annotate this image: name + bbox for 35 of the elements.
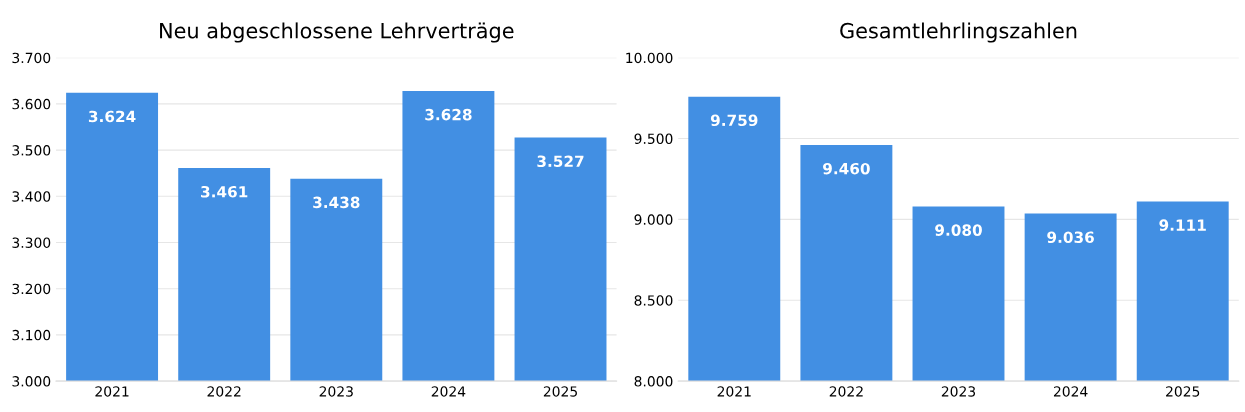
x-tick-label: 2024 — [1053, 386, 1088, 397]
x-tick-label: 2021 — [717, 386, 751, 397]
x-tick-label: 2021 — [95, 386, 129, 397]
y-tick-label: 10.000 — [626, 52, 673, 64]
x-tick-label: 2024 — [431, 386, 466, 397]
data-label: 3.628 — [425, 108, 472, 121]
y-tick-label: 3.500 — [12, 145, 51, 156]
y-tick-label: 3.000 — [12, 376, 51, 387]
x-tick-label: 2023 — [319, 386, 353, 397]
y-tick-label: 3.300 — [12, 237, 51, 248]
y-tick-label: 3.100 — [12, 329, 51, 341]
data-label: 9.111 — [1159, 219, 1206, 231]
data-label: 3.461 — [201, 185, 248, 198]
y-tick-label: 8.500 — [634, 295, 673, 306]
data-label: 3.624 — [88, 110, 136, 123]
x-tick-label: 2022 — [829, 386, 863, 397]
y-tick-label: 3.200 — [12, 283, 51, 295]
data-label: 9.460 — [823, 162, 870, 175]
y-tick-label: 3.600 — [12, 98, 51, 110]
chart-title: Neu abgeschlossene Lehrverträge — [160, 22, 514, 43]
x-tick-label: 2022 — [207, 386, 241, 397]
data-label: 9.036 — [1047, 231, 1094, 243]
y-tick-label: 9.500 — [634, 133, 673, 145]
chart-title: Gesamtlehrlingszahlen — [840, 22, 1077, 43]
y-tick-label: 3.400 — [12, 191, 51, 202]
y-tick-label: 9.000 — [634, 214, 673, 225]
x-tick-label: 2023 — [941, 386, 976, 397]
data-label: 9.080 — [935, 224, 982, 236]
data-label: 3.527 — [537, 155, 584, 168]
y-tick-label: 3.700 — [12, 52, 51, 64]
x-tick-label: 2025 — [543, 386, 577, 397]
x-tick-label: 2025 — [1166, 386, 1200, 397]
y-tick-label: 8.000 — [634, 376, 673, 387]
data-label: 9.759 — [710, 114, 758, 127]
data-label: 3.438 — [313, 196, 360, 209]
